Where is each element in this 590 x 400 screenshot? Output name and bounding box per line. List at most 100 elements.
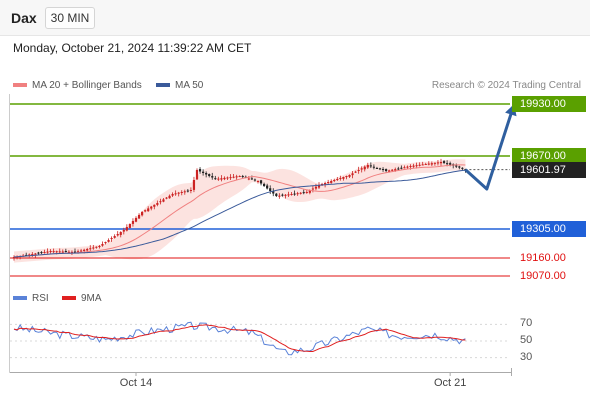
candle-body (86, 249, 89, 251)
candle-body (107, 240, 110, 242)
candle-body (195, 170, 199, 180)
candle-body (385, 169, 388, 171)
candle-body (263, 183, 266, 186)
candle-body (113, 236, 116, 238)
candle-body (144, 210, 147, 212)
candle-body (324, 183, 327, 185)
candle-body (229, 177, 232, 179)
candle-body (302, 192, 305, 194)
legend-ma50-label: MA 50 (175, 80, 204, 91)
candle-body (357, 170, 360, 171)
candle-body (189, 190, 192, 191)
candle-body (296, 193, 299, 195)
price-label-resistance: 19930.00 (512, 96, 586, 112)
candle-body (104, 242, 107, 244)
legend-rsi: RSI (13, 293, 49, 304)
candle-body (442, 161, 446, 163)
candle-body (412, 165, 415, 167)
candle-body (336, 179, 339, 180)
candle-body (360, 168, 363, 170)
ma50-swatch (156, 83, 170, 88)
candle-body (421, 164, 424, 166)
candle-body (247, 178, 250, 180)
candle-body (418, 164, 421, 166)
candle-body (141, 212, 144, 216)
candle-body (278, 195, 281, 197)
candle-body (232, 176, 235, 178)
candle-body (290, 194, 293, 195)
rsi-tick-label: 70 (520, 317, 533, 330)
price-label-target: 19160.00 (520, 252, 566, 264)
candle-body (436, 162, 440, 164)
candle-body (34, 253, 37, 255)
rsi-line (13, 321, 466, 356)
candle-body (439, 162, 443, 164)
candle-body (446, 163, 449, 165)
candle-body (314, 186, 318, 189)
candle-body (217, 178, 220, 180)
candle-body (424, 164, 427, 165)
candle-body (427, 163, 430, 165)
candle-body (259, 180, 263, 184)
candle-body (317, 185, 321, 188)
candle-body (415, 165, 418, 167)
candle-body (183, 191, 186, 193)
candle-body (186, 190, 189, 192)
price-label-support: 19305.00 (512, 221, 586, 237)
candle-body (375, 167, 379, 169)
candle-body (311, 188, 314, 190)
candle-body (177, 192, 180, 194)
candle-body (134, 218, 138, 222)
candle-body (299, 192, 302, 194)
candle-body (226, 177, 229, 179)
candle-body (430, 163, 433, 165)
candle-body (40, 252, 43, 254)
price-label-target: 19070.00 (520, 270, 566, 282)
candle-body (67, 251, 70, 253)
candle-body (116, 234, 119, 236)
legend-rsi-ma: 9MA (62, 293, 102, 304)
candle-body (153, 204, 156, 207)
candle-body (37, 252, 40, 254)
candle-body (381, 169, 385, 171)
candle-body (52, 251, 55, 253)
candle-body (180, 192, 183, 193)
candle-body (272, 191, 275, 194)
candle-body (433, 162, 436, 164)
legend-ma50: MA 50 (156, 80, 203, 91)
candle-body (397, 168, 400, 170)
rsi-ma-line (13, 324, 466, 352)
candle-body (214, 178, 217, 180)
rsi-swatch (13, 296, 27, 301)
candle-body (31, 254, 34, 256)
candle-body (342, 177, 345, 179)
candle-body (308, 190, 311, 193)
legend-rsi-ma-label: 9MA (81, 293, 102, 304)
legend-ma20-label: MA 20 + Bollinger Bands (32, 80, 142, 91)
candle-body (220, 178, 223, 180)
candle-body (327, 182, 330, 183)
rsi-ma-swatch (62, 296, 76, 301)
candle-body (174, 193, 177, 195)
candle-body (192, 180, 196, 190)
rsi-tick-label: 30 (520, 350, 533, 363)
candle-body (284, 194, 287, 196)
candle-body (351, 173, 354, 176)
candle-body (363, 166, 366, 170)
candle-body (73, 251, 77, 253)
candle-body (250, 178, 253, 180)
candle-body (394, 169, 397, 171)
price-label-current: 19601.97 (512, 161, 586, 178)
candle-body (378, 168, 382, 170)
timeframe-button[interactable]: 30 MIN (45, 7, 95, 29)
candle-body (293, 193, 296, 195)
x-tick-label: Oct 21 (433, 377, 467, 389)
candle-body (58, 251, 61, 253)
candle-body (305, 192, 308, 193)
instrument-name: Dax (11, 10, 37, 26)
candle-body (348, 175, 351, 177)
candle-body (128, 224, 131, 228)
candle-body (43, 252, 46, 253)
candle-body (269, 188, 272, 191)
